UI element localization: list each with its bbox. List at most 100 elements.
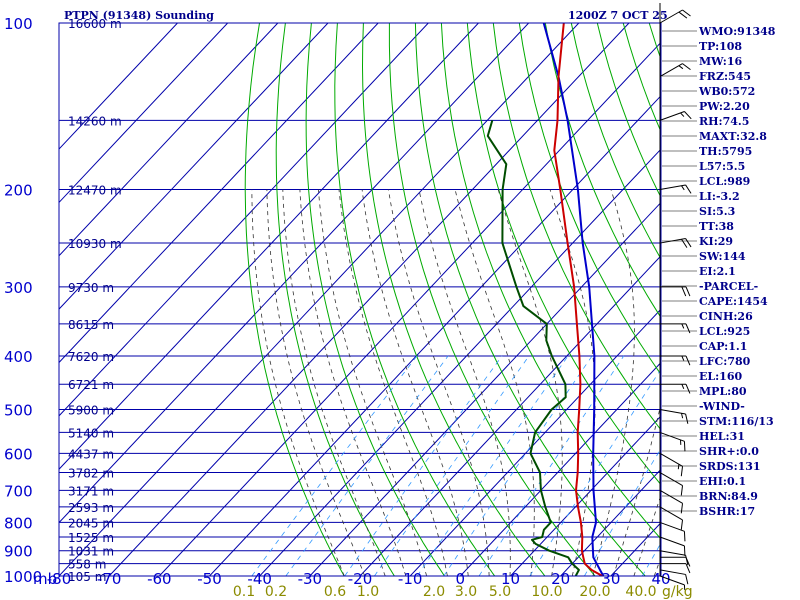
mixing-ratio-line <box>374 355 530 576</box>
moist-adiabat-line <box>318 189 427 576</box>
wind-barb-flag <box>685 355 691 366</box>
wind-barb-flag <box>683 531 686 542</box>
height-tick-label: 6721 m <box>68 378 114 392</box>
index-value: STM:116/13 <box>699 415 774 428</box>
wind-barb-flag <box>685 286 691 297</box>
isotherm-line <box>59 23 429 417</box>
mixing-ratio-label: 5.0 <box>489 584 511 600</box>
pressure-tick-label: 1000 <box>4 568 42 586</box>
dry-adiabat-line <box>492 23 661 431</box>
index-value: SRDS:131 <box>699 460 761 473</box>
index-value: SI:5.3 <box>699 205 735 218</box>
moist-adiabat-line <box>549 189 596 576</box>
wind-barb <box>659 452 684 477</box>
height-tick-label: 5140 m <box>68 426 114 440</box>
index-value: TH:5795 <box>699 145 752 158</box>
wind-barb-flag <box>681 185 685 191</box>
mixing-ratio-line <box>344 355 503 576</box>
mixing-ratio-label: 1.0 <box>357 584 379 600</box>
index-value: TP:108 <box>699 40 742 53</box>
isotherm-line <box>259 148 661 576</box>
wind-barb <box>660 563 691 574</box>
valid-time: 1200Z 7 OCT 25 <box>568 9 668 22</box>
index-value: BRN:84.9 <box>699 490 758 503</box>
isotherm-line <box>59 23 178 150</box>
mixing-ratio-label: 2.0 <box>423 584 445 600</box>
temperature-tick-label: 30 <box>601 570 620 588</box>
temperature-tick-label: -50 <box>197 570 222 588</box>
dry-adiabat-line <box>362 23 546 576</box>
wind-barb <box>659 550 689 566</box>
wind-barb-staff <box>659 550 686 556</box>
wind-barb-flag <box>681 286 687 297</box>
moist-adiabat-line <box>251 189 345 576</box>
mixing-ratio-label: 40.0 <box>625 584 656 600</box>
index-value: WB0:572 <box>698 85 755 98</box>
mixing-ratio-line <box>285 355 449 576</box>
dry-adiabat-line <box>518 23 661 376</box>
wind-barb-flag <box>678 11 688 19</box>
dry-adiabat-line <box>244 23 345 576</box>
pressure-unit-label: mb <box>33 570 57 588</box>
wind-barb <box>659 489 684 514</box>
grid-layer <box>59 23 661 576</box>
height-tick-label: 3171 m <box>68 484 114 498</box>
wind-barb <box>659 521 686 542</box>
moist-adiabat-line <box>338 189 448 576</box>
wind-barb-staff <box>659 431 685 442</box>
temperature-tick-label: -80 <box>47 570 72 588</box>
temperature-tick-label: 10 <box>501 570 520 588</box>
moist-adiabat-line <box>388 189 490 576</box>
moist-adiabat-line <box>266 189 366 576</box>
height-tick-label: 2045 m <box>68 516 114 530</box>
isotherm-line <box>560 468 661 576</box>
mixing-ratio-label: 0.2 <box>265 584 287 600</box>
wind-barb <box>660 383 691 394</box>
mixing-ratio-line <box>416 355 569 576</box>
wind-barb-flag <box>681 384 685 390</box>
index-value: L57:5.5 <box>699 160 745 173</box>
pressure-tick-label: 100 <box>4 15 33 33</box>
isotherm-line <box>59 23 379 364</box>
moist-adiabat-line <box>592 189 635 576</box>
wind-barb-staff <box>659 472 683 486</box>
moist-adiabat-line <box>299 189 407 576</box>
indices-panel: WMO:91348 TP:108 MW:16 FRZ:545 WB0:572 PW:2.2… <box>662 25 776 518</box>
index-value: EHI:0.1 <box>699 475 746 488</box>
wind-barb-staff <box>659 521 685 532</box>
pressure-tick-label: 700 <box>4 482 33 500</box>
index-value: LI:-3.2 <box>699 190 740 203</box>
moist-adiabat-line <box>613 402 661 576</box>
wind-barb-flag <box>681 413 684 419</box>
pressure-tick-label: 900 <box>4 543 33 561</box>
plot-frame <box>58 22 662 577</box>
height-tick-label: 10930 m <box>68 237 122 251</box>
moist-adiabat-line <box>361 189 469 576</box>
dry-adiabat-line <box>275 23 395 576</box>
index-value: CAP:1.1 <box>699 340 747 353</box>
wind-barb-flag <box>683 441 686 452</box>
wind-barb <box>660 323 691 334</box>
mixing-ratio-line <box>251 355 418 576</box>
mixing-ratio-line <box>443 355 593 576</box>
pressure-tick-label: 600 <box>4 445 33 463</box>
height-tick-label: 12470 m <box>68 183 122 197</box>
pressure-tick-label: 500 <box>4 402 33 420</box>
mixing-ratio-label: 0.1 <box>233 584 255 600</box>
index-value: FRZ:545 <box>699 70 751 83</box>
wind-barb-staff <box>659 536 685 547</box>
index-value: LCL:989 <box>699 175 750 188</box>
isotherm-line <box>59 23 479 470</box>
index-value: MPL:80 <box>699 385 747 398</box>
mixing-ratio-line <box>478 355 625 576</box>
sounding-curves <box>486 23 605 576</box>
wind-barb-flag <box>682 63 691 71</box>
wind-barb <box>659 409 689 424</box>
wind-barb-flag <box>681 238 688 248</box>
isotherm-line <box>158 41 661 576</box>
height-tick-label: 16600 m <box>68 17 122 31</box>
isotherm-line <box>409 308 661 576</box>
mixing-ratio-label: 0.6 <box>324 584 346 600</box>
isotherm-line <box>59 23 530 524</box>
